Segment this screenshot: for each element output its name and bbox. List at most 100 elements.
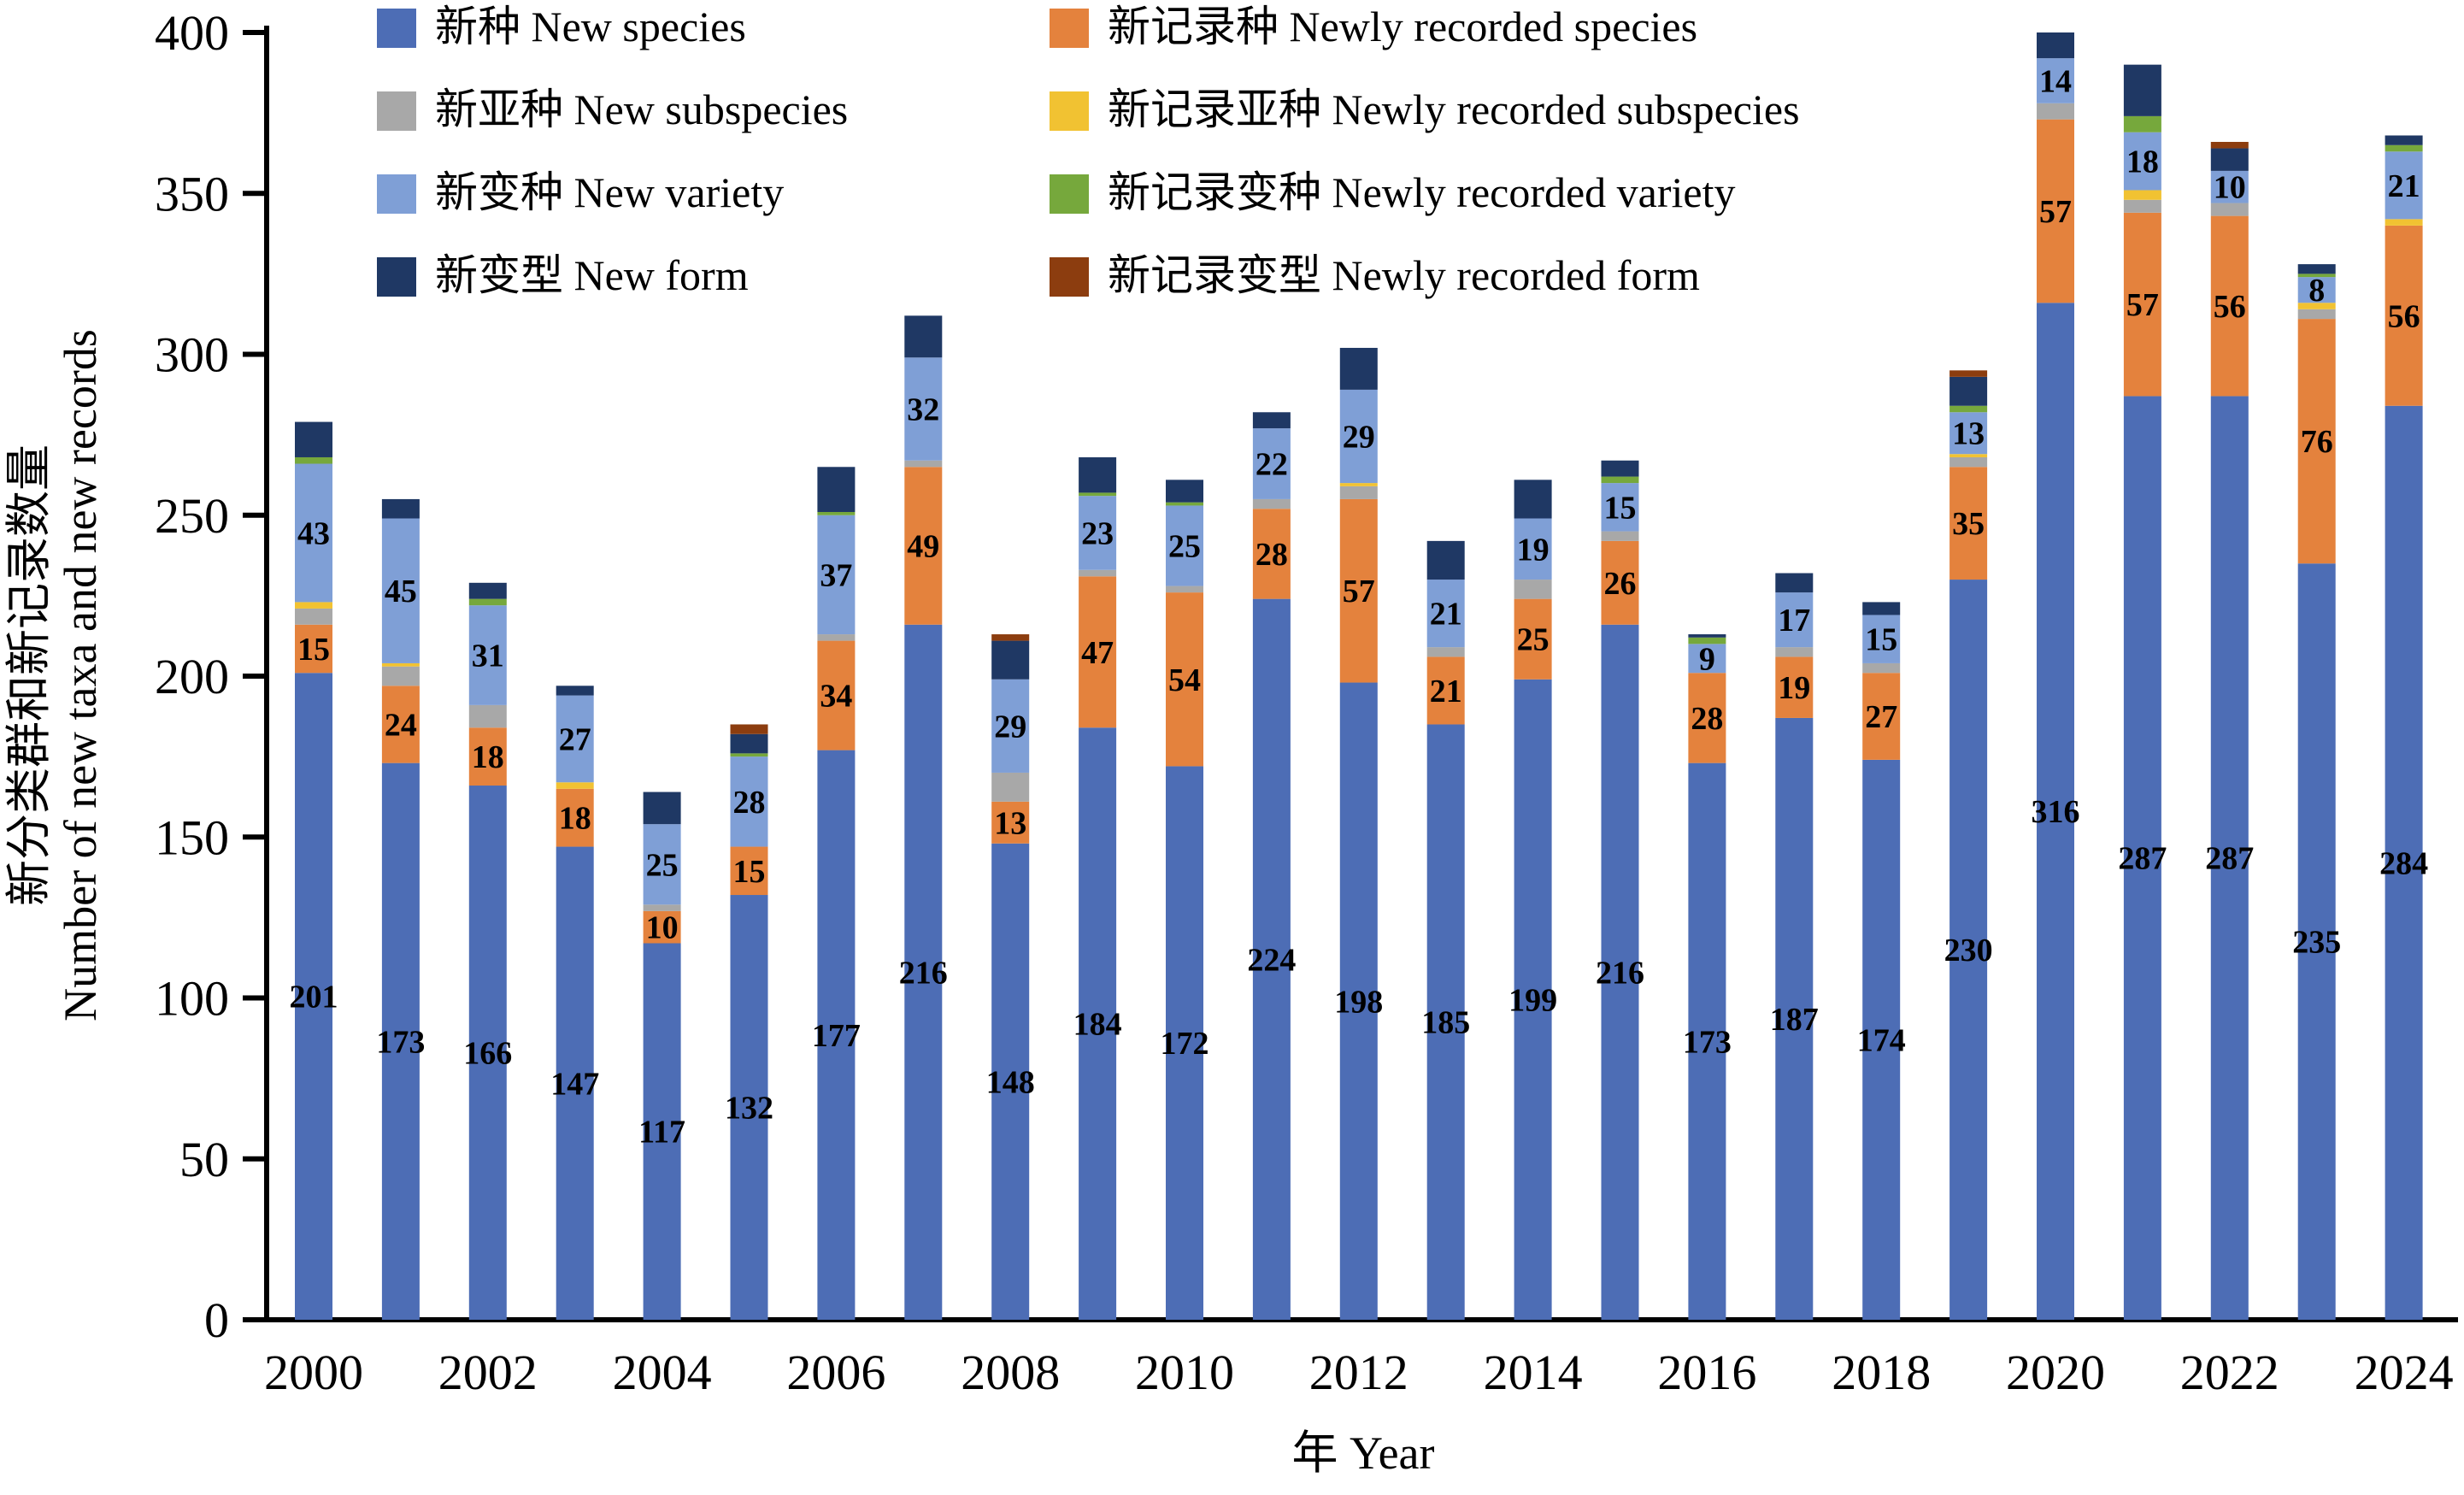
legend-label-new_variety: 新变种 New variety [435, 168, 784, 216]
bar-segment-2014-new_species [1514, 679, 1552, 1320]
bar-segment-2000-new_species [295, 673, 332, 1320]
y-tick-label-100: 100 [155, 971, 229, 1027]
bar-value-label-2000-newly_recorded_species: 15 [297, 632, 330, 668]
bar-value-label-2017-new_variety: 17 [1778, 603, 1810, 639]
bar-segment-2015-new_form [1601, 460, 1639, 477]
bar-segment-2017-new_subspecies [1775, 647, 1814, 657]
legend-swatch-new_form [377, 257, 416, 297]
bar-segment-2001-new_variety [381, 518, 420, 663]
bar-value-label-2024-newly_recorded_species: 56 [2388, 298, 2420, 334]
bar-value-label-2002-newly_recorded_species: 18 [472, 739, 504, 775]
bar-segment-2002-new_species [468, 786, 507, 1320]
bar-value-label-2009-new_species: 184 [1073, 1007, 1122, 1043]
bar-segment-2007-new_species [904, 624, 943, 1320]
bar-value-label-2019-new_variety: 13 [1952, 416, 1985, 452]
bar-value-label-2005-newly_recorded_species: 15 [733, 854, 766, 890]
bar-segment-2012-new_subspecies [1339, 486, 1378, 499]
bar-value-label-2023-newly_recorded_species: 76 [2301, 424, 2333, 460]
y-tick-label-250: 250 [155, 488, 229, 544]
bar-segment-2011-newly_recorded_species [1252, 509, 1291, 599]
bar-segment-2021-newly_recorded_subspecies [2123, 190, 2161, 200]
bar-segment-2000-new_form [295, 421, 332, 457]
legend-swatch-newly_recorded_variety [1050, 174, 1089, 214]
bar-segment-2022-new_subspecies [2210, 203, 2249, 216]
bar-segment-2012-new_species [1339, 682, 1378, 1320]
bar-segment-2016-new_form [1688, 634, 1726, 638]
bar-value-label-2005-new_variety: 28 [733, 785, 766, 821]
bar-segment-2022-new_form [2210, 148, 2249, 171]
bar-value-label-2020-newly_recorded_species: 57 [2039, 194, 2072, 230]
bar-value-label-2004-new_variety: 25 [646, 847, 679, 883]
y-tick-label-200: 200 [155, 649, 229, 704]
bar-segment-2016-newly_recorded_species [1688, 673, 1726, 763]
bar-segment-2009-newly_recorded_species [1079, 576, 1117, 728]
bar-segment-2017-newly_recorded_species [1775, 656, 1814, 718]
bar-segment-2019-newly_recorded_species [1949, 467, 1988, 580]
bar-value-label-2015-newly_recorded_species: 26 [1604, 566, 1637, 602]
bar-segment-2002-newly_recorded_variety [468, 598, 507, 606]
bar-segment-2023-new_form [2297, 264, 2336, 274]
bar-segment-2020-new_subspecies [2037, 103, 2074, 120]
bar-value-label-2007-new_species: 216 [899, 955, 948, 991]
bar-value-label-2024-new_species: 284 [2379, 845, 2428, 881]
bar-value-label-2002-new_variety: 31 [472, 639, 504, 674]
bar-value-label-2002-new_species: 166 [463, 1036, 512, 1072]
bar-value-label-2018-new_variety: 15 [1865, 622, 1897, 658]
bar-segment-2012-new_form [1339, 347, 1378, 390]
bar-segment-2010-new_form [1166, 480, 1203, 503]
bar-segment-2012-newly_recorded_species [1339, 498, 1378, 683]
bar-value-label-2011-newly_recorded_species: 28 [1256, 537, 1288, 573]
bar-segment-2018-new_species [1862, 759, 1901, 1320]
bar-segment-2004-new_variety [643, 824, 681, 905]
bar-segment-2003-new_form [556, 686, 594, 696]
bar-segment-2003-newly_recorded_subspecies [556, 782, 594, 789]
bar-segment-2023-newly_recorded_species [2297, 319, 2336, 564]
bar-value-label-2014-new_variety: 19 [1517, 532, 1550, 568]
x-tick-label-2004: 2004 [613, 1345, 712, 1400]
bar-segment-2016-newly_recorded_variety [1688, 637, 1726, 644]
bar-segment-2022-newly_recorded_species [2210, 215, 2249, 397]
bar-segment-2018-new_form [1862, 602, 1901, 615]
bar-segment-2011-new_species [1252, 598, 1291, 1320]
bar-segment-2006-new_form [817, 467, 856, 512]
bar-segment-2020-newly_recorded_species [2037, 119, 2074, 303]
bar-value-label-2019-new_species: 230 [1944, 933, 1993, 968]
bar-segment-2009-newly_recorded_variety [1079, 492, 1117, 497]
bar-value-label-2007-new_variety: 32 [907, 392, 939, 428]
x-tick-label-2000: 2000 [264, 1345, 363, 1400]
x-tick-label-2016: 2016 [1657, 1345, 1756, 1400]
bar-segment-2020-new_species [2037, 303, 2074, 1320]
bar-segment-2019-newly_recorded_form [1949, 370, 1988, 377]
bar-segment-2021-newly_recorded_variety [2123, 115, 2161, 132]
bar-segment-2023-newly_recorded_subspecies [2297, 303, 2336, 309]
bar-value-label-2018-new_species: 174 [1857, 1022, 1906, 1058]
bar-segment-2019-new_variety [1949, 412, 1988, 455]
bar-value-label-2014-newly_recorded_species: 25 [1517, 622, 1550, 658]
bar-segment-2024-new_species [2385, 405, 2423, 1320]
bar-segment-2003-new_species [556, 846, 594, 1320]
bar-value-label-2009-new_variety: 23 [1081, 515, 1114, 551]
y-tick-label-350: 350 [155, 166, 229, 221]
bar-segment-2009-new_subspecies [1079, 569, 1117, 577]
bar-segment-2018-new_subspecies [1862, 662, 1901, 674]
bar-segment-2001-new_subspecies [381, 666, 420, 686]
bar-segment-2000-new_subspecies [295, 608, 332, 625]
bar-value-label-2001-new_species: 173 [376, 1024, 425, 1060]
bar-value-label-2013-new_species: 185 [1421, 1005, 1470, 1041]
y-tick-label-400: 400 [155, 5, 229, 61]
bar-segment-2001-new_form [381, 498, 420, 519]
bar-segment-2024-new_variety [2385, 151, 2423, 220]
bar-segment-2008-newly_recorded_species [991, 801, 1030, 844]
bar-segment-2015-new_species [1601, 624, 1639, 1320]
x-tick-label-2012: 2012 [1309, 1345, 1408, 1400]
bar-value-label-2017-newly_recorded_species: 19 [1778, 670, 1810, 706]
bar-value-label-2006-new_variety: 37 [820, 557, 852, 593]
bar-segment-2020-new_variety [2037, 58, 2074, 103]
legend-label-new_subspecies: 新亚种 New subspecies [435, 85, 848, 133]
bar-segment-2015-newly_recorded_species [1601, 540, 1639, 625]
bar-value-label-2017-new_species: 187 [1770, 1002, 1819, 1038]
legend-label-new_species: 新种 New species [435, 3, 746, 50]
bar-segment-2023-newly_recorded_variety [2297, 274, 2336, 278]
bar-value-label-2006-new_species: 177 [812, 1018, 861, 1054]
